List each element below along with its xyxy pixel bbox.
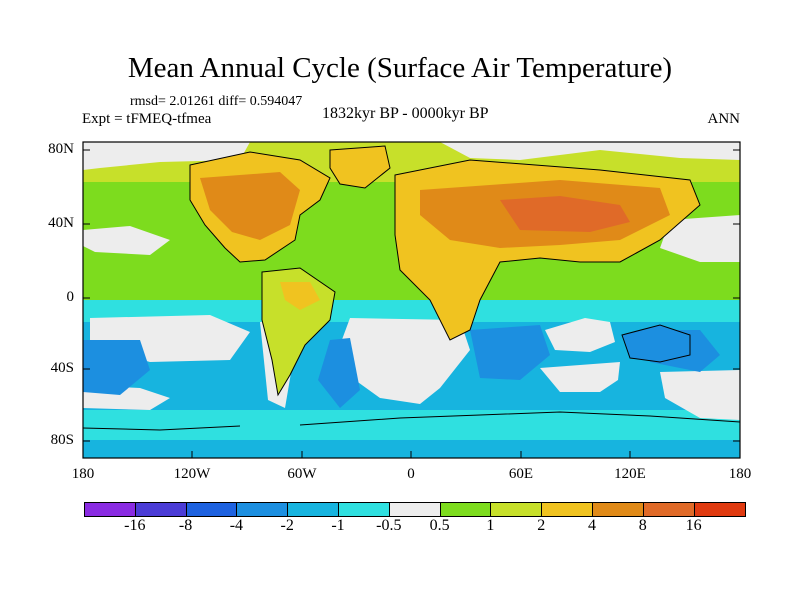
colorbar-label: -8 [178, 517, 193, 534]
colorbar-box [694, 503, 746, 516]
colorbar [84, 502, 747, 517]
colorbar-label: 1 [486, 517, 495, 534]
lon-label-0: 0 [407, 466, 415, 482]
lat-label-0: 0 [66, 289, 75, 305]
colorbar-label: -4 [229, 517, 244, 534]
lon-label-180w: 180 [71, 466, 95, 482]
lat-label-80n: 80N [48, 141, 74, 157]
stats-text: rmsd= 2.01261 diff= 0.594047 [130, 94, 303, 109]
colorbar-label: 16 [685, 517, 702, 534]
colorbar-label: 0.5 [429, 517, 450, 534]
lat-label-40n: 40N [48, 215, 74, 231]
colorbar-box [643, 503, 695, 516]
colorbar-box [491, 503, 543, 516]
coastlines [83, 145, 740, 431]
experiment-label: Expt = tFMEQ-tfmea [82, 111, 212, 127]
lat-label-80s: 80S [50, 432, 74, 448]
colorbar-box [440, 503, 492, 516]
season-label: ANN [707, 111, 741, 127]
colorbar-box [542, 503, 593, 516]
colorbar-box [592, 503, 644, 516]
colorbar-box [288, 503, 339, 516]
colorbar-label: 2 [537, 517, 546, 534]
colorbar-box [186, 503, 238, 516]
map-title: Mean Annual Cycle (Surface Air Temperatu… [127, 52, 673, 84]
axis-ticks [83, 149, 740, 458]
colorbar-label: -16 [124, 517, 146, 534]
lon-label-60w: 60W [287, 466, 317, 482]
map-field [83, 142, 740, 458]
lon-label-120e: 120E [614, 466, 646, 482]
period-label: 1832kyr BP - 0000kyr BP [322, 105, 489, 122]
colorbar-label: 4 [588, 517, 596, 534]
colorbar-box [338, 503, 390, 516]
colorbar-box [389, 503, 441, 516]
colorbar-box [135, 503, 187, 516]
colorbar-label: -1 [331, 517, 345, 534]
colorbar-box [237, 503, 289, 516]
lon-label-180e: 180 [728, 466, 752, 482]
lat-label-40s: 40S [50, 360, 74, 376]
colorbar-label: 8 [638, 517, 647, 534]
lon-label-120w: 120W [173, 466, 211, 482]
lon-label-60e: 60E [508, 466, 534, 482]
colorbar-label: -2 [280, 517, 294, 534]
colorbar-box [85, 503, 136, 516]
colorbar-label: -0.5 [376, 517, 402, 534]
